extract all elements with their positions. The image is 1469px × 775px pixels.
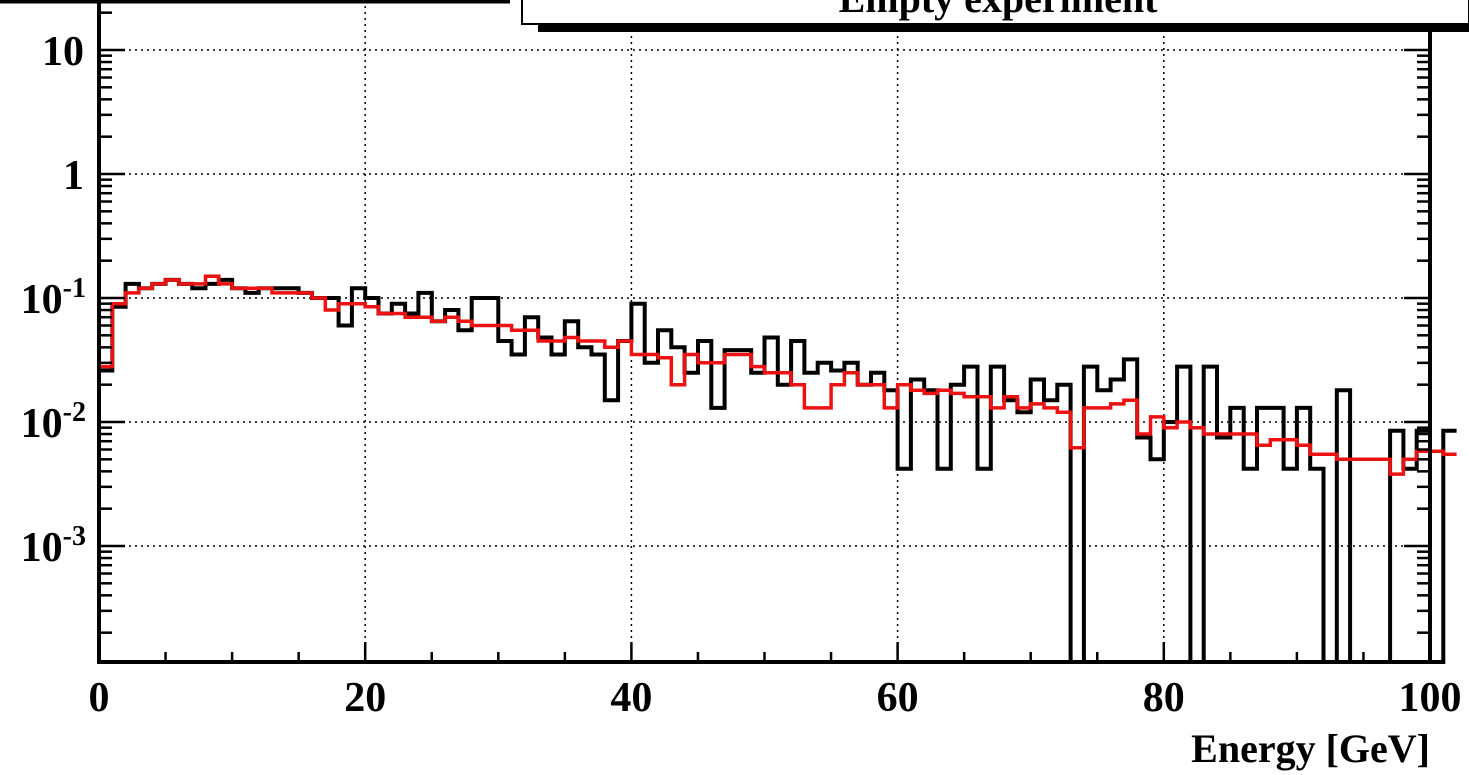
- x-axis-title: Energy [GeV]: [1191, 726, 1430, 771]
- y-tick-label: 10-3: [21, 521, 86, 571]
- histogram-series: [99, 274, 1457, 664]
- y-tick-label: 10-2: [21, 397, 86, 447]
- x-tick-label: 80: [1143, 675, 1185, 721]
- y-tick-label: 10: [42, 29, 84, 75]
- x-tick-label: 20: [344, 675, 386, 721]
- histogram-series-1: [99, 274, 1457, 476]
- title-box: Empty experiment: [521, 0, 1469, 32]
- x-tick-label: 0: [89, 675, 110, 721]
- chart-title: Empty experiment: [839, 0, 1159, 21]
- grid-lines: [99, 0, 1430, 662]
- histogram-series-0: [99, 277, 1457, 664]
- x-tick-label: 40: [610, 675, 652, 721]
- x-tick-label: 60: [877, 675, 919, 721]
- y-tick-label: 1: [63, 153, 84, 199]
- x-tick-label: 100: [1399, 675, 1462, 721]
- axes: 0 20 40 60 80 100 10 1 10-1 10-2 10-3: [21, 0, 1462, 721]
- y-tick-label: 10-1: [21, 273, 86, 323]
- title-box-frame: [521, 0, 1469, 25]
